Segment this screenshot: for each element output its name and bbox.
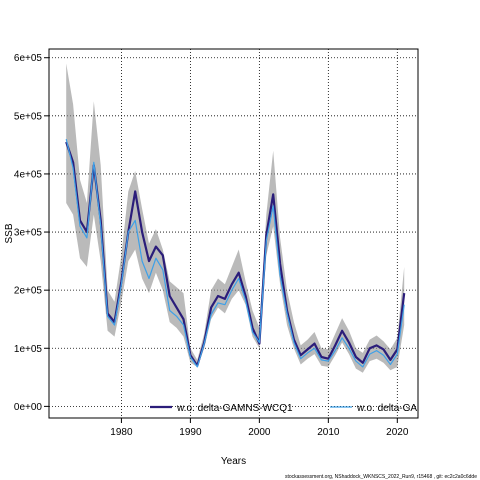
series-line-1	[65, 141, 406, 367]
series-line-2	[65, 138, 405, 368]
y-tick-label: 1e+05	[14, 344, 43, 355]
plot-frame	[48, 48, 419, 419]
x-tick-label: 2000	[248, 427, 271, 438]
footer-text: stockassessment.org, NShaddock_WKNSCS_20…	[285, 474, 477, 480]
y-axis-ticks: 0e+00 1e+05 2e+05 3e+05 4e+05 5e+05 6e+05	[14, 53, 49, 413]
y-tick-label: 2e+05	[14, 286, 43, 297]
x-axis-ticks: 1980 1990 2000 2010 2020	[110, 418, 409, 438]
y-tick-label: 4e+05	[14, 169, 43, 180]
x-tick-label: 2020	[386, 427, 409, 438]
legend-label-1: w.o. delta-GAMNS-WCQ1	[176, 403, 293, 414]
y-tick-label: 5e+05	[14, 111, 43, 122]
legend-items: w.o. delta-GAMNS-WCQ1 w.o. delta-GAMNS-WC…	[150, 403, 473, 414]
x-tick-label: 1980	[110, 427, 133, 438]
series-lines	[65, 138, 406, 368]
x-axis-label: Years	[221, 456, 246, 467]
legend: w.o. delta-GAMNS-WCQ1 w.o. delta-GAMNS-WC…	[150, 403, 473, 414]
y-axis-label: SSB	[4, 223, 15, 243]
y-tick-label: 3e+05	[14, 228, 43, 239]
confidence-band-area	[66, 63, 405, 373]
x-tick-label: 2010	[317, 427, 340, 438]
confidence-band	[66, 63, 405, 373]
y-tick-label: 6e+05	[14, 53, 43, 64]
y-tick-label: 0e+00	[14, 402, 43, 413]
legend-label-2: w.o. delta-GAMNS-WCQ3	[356, 403, 473, 414]
x-tick-label: 1990	[179, 427, 202, 438]
